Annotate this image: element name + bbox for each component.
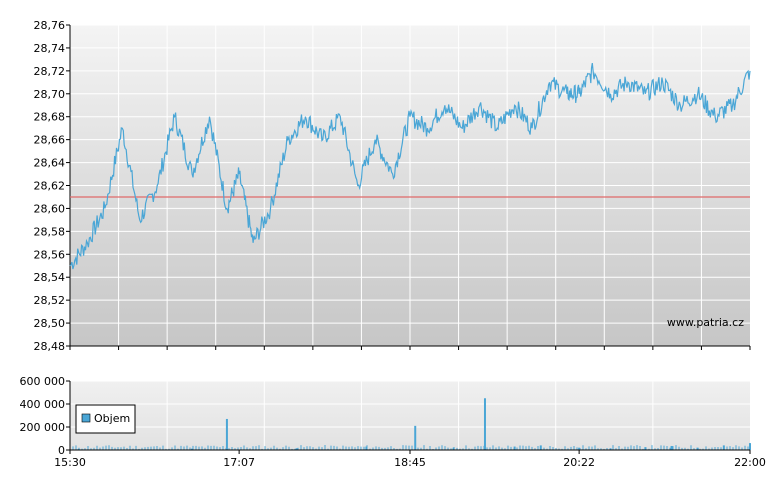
price-data-point (122, 127, 124, 129)
price-y-tick-label: 28,76 (34, 19, 66, 32)
price-data-point (749, 70, 751, 72)
volume-y-tick-label: 200 000 (20, 421, 66, 434)
price-data-point (531, 127, 533, 129)
price-data-point (409, 116, 411, 118)
price-y-tick-label: 28,64 (34, 157, 66, 170)
price-y-tick-label: 28,58 (34, 225, 66, 238)
price-data-point (174, 116, 176, 118)
price-y-tick-label: 28,66 (34, 134, 66, 147)
price-series-line (69, 63, 751, 270)
price-y-tick-label: 28,48 (34, 340, 66, 353)
price-data-point (697, 93, 699, 95)
price-data-point (714, 116, 716, 118)
price-data-point (87, 242, 89, 244)
price-y-tick-label: 28,74 (34, 42, 66, 55)
price-data-point (357, 185, 359, 187)
price-data-point (479, 104, 481, 106)
x-tick-label: 18:45 (394, 456, 426, 469)
price-data-point (305, 116, 307, 118)
x-tick-label: 20:22 (563, 456, 595, 469)
price-data-point (627, 82, 629, 84)
price-data-point (374, 139, 376, 141)
x-tick-label: 22:00 (734, 456, 766, 469)
price-data-point (139, 219, 141, 221)
volume-y-tick-label: 0 (58, 444, 65, 457)
price-data-point (322, 139, 324, 141)
legend-swatch (81, 413, 91, 423)
price-data-point (592, 70, 594, 72)
price-data-point (69, 265, 71, 267)
volume-plot-background (70, 381, 750, 450)
price-data-point (549, 82, 551, 84)
volume-y-tick-label: 400 000 (20, 398, 66, 411)
price-data-point (566, 93, 568, 95)
price-data-point (270, 208, 272, 210)
price-data-point (662, 82, 664, 84)
price-y-tick-label: 28,54 (34, 271, 66, 284)
price-y-tick-label: 28,56 (34, 248, 66, 261)
price-y-tick-label: 28,68 (34, 111, 66, 124)
watermark-text: www.patria.cz (667, 316, 744, 329)
price-data-point (339, 116, 341, 118)
x-tick-label: 15:30 (54, 456, 86, 469)
price-y-tick-label: 28,52 (34, 294, 66, 307)
price-data-point (209, 116, 211, 118)
volume-y-tick-label: 600 000 (20, 375, 66, 388)
price-y-tick-label: 28,60 (34, 202, 66, 215)
price-data-point (392, 173, 394, 175)
price-panel: 28,48 28,50 28,52 28,54 28,56 28,58 28,60 28,62… (34, 19, 751, 353)
price-data-point (610, 93, 612, 95)
price-data-point (578, 93, 580, 95)
price-data-point (679, 104, 681, 106)
price-data-point (514, 104, 516, 106)
price-y-tick-label: 28,70 (34, 88, 66, 101)
price-data-point (732, 104, 734, 106)
price-data-point (226, 208, 228, 210)
volume-panel: 0 200 000 400 000 600 000 15:30 17:07 18:45 20:… (20, 375, 766, 469)
price-data-point (104, 208, 106, 210)
price-data-point (496, 127, 498, 129)
price-data-point (444, 104, 446, 106)
price-data-point (287, 139, 289, 141)
price-data-point (156, 185, 158, 187)
price-data-point (238, 173, 240, 175)
price-data-point (191, 173, 193, 175)
price-y-tick-label: 28,62 (34, 180, 66, 193)
price-data-point (462, 127, 464, 129)
price-data-point (645, 93, 647, 95)
x-tick-label: 17:07 (223, 456, 255, 469)
price-data-point (427, 127, 429, 129)
price-y-tick-label: 28,50 (34, 317, 66, 330)
price-y-tick-label: 28,72 (34, 65, 66, 78)
legend-label: Objem (94, 412, 130, 425)
price-data-point (252, 242, 254, 244)
